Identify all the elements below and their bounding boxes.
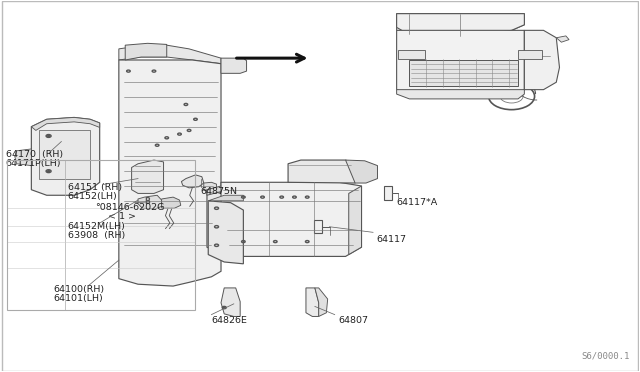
Polygon shape (132, 160, 164, 193)
Text: 64117: 64117 (376, 235, 406, 244)
Text: 64170  (RH): 64170 (RH) (6, 150, 63, 160)
Text: °08146-6202G: °08146-6202G (95, 203, 164, 212)
Polygon shape (346, 160, 378, 183)
Polygon shape (15, 149, 31, 166)
Polygon shape (221, 182, 362, 256)
Circle shape (47, 171, 49, 172)
Polygon shape (207, 190, 230, 254)
Text: 64826E: 64826E (211, 317, 247, 326)
Polygon shape (39, 131, 90, 179)
Text: 64171P(LH): 64171P(LH) (6, 159, 61, 168)
Polygon shape (384, 186, 392, 200)
Text: 64117*A: 64117*A (397, 198, 438, 207)
Polygon shape (397, 31, 524, 94)
Polygon shape (524, 31, 559, 90)
Polygon shape (315, 288, 328, 317)
Polygon shape (125, 43, 167, 60)
Polygon shape (138, 195, 162, 209)
Polygon shape (162, 197, 180, 208)
Circle shape (47, 135, 49, 137)
Text: B: B (145, 198, 150, 206)
Polygon shape (119, 45, 221, 64)
Text: 64152(LH): 64152(LH) (68, 192, 118, 201)
Text: 64875N: 64875N (200, 187, 237, 196)
Polygon shape (306, 288, 319, 317)
Polygon shape (221, 58, 246, 73)
Polygon shape (119, 60, 221, 286)
Polygon shape (31, 118, 100, 195)
Polygon shape (556, 36, 569, 42)
Bar (7, 160, 195, 310)
Polygon shape (349, 186, 362, 254)
Bar (398, 49, 425, 59)
Text: 63908  (RH): 63908 (RH) (68, 231, 125, 240)
Text: 64807: 64807 (338, 317, 368, 326)
Polygon shape (204, 182, 216, 192)
Polygon shape (397, 14, 524, 36)
Polygon shape (207, 186, 360, 195)
Polygon shape (221, 288, 240, 317)
Text: 64151 (RH): 64151 (RH) (68, 183, 122, 192)
Polygon shape (410, 60, 518, 86)
Polygon shape (397, 14, 524, 36)
Polygon shape (208, 201, 243, 264)
Text: 64100(RH): 64100(RH) (54, 285, 105, 294)
Circle shape (223, 307, 225, 308)
Polygon shape (181, 175, 204, 188)
Polygon shape (31, 118, 100, 131)
Polygon shape (397, 90, 524, 99)
Text: 64152M(LH): 64152M(LH) (68, 222, 125, 231)
Text: 64101(LH): 64101(LH) (54, 294, 104, 303)
Polygon shape (288, 160, 355, 183)
Text: S6/0000.1: S6/0000.1 (581, 351, 630, 360)
Polygon shape (208, 195, 243, 201)
Bar (518, 49, 542, 59)
Text: < 1 >: < 1 > (108, 212, 136, 221)
Polygon shape (314, 220, 322, 234)
